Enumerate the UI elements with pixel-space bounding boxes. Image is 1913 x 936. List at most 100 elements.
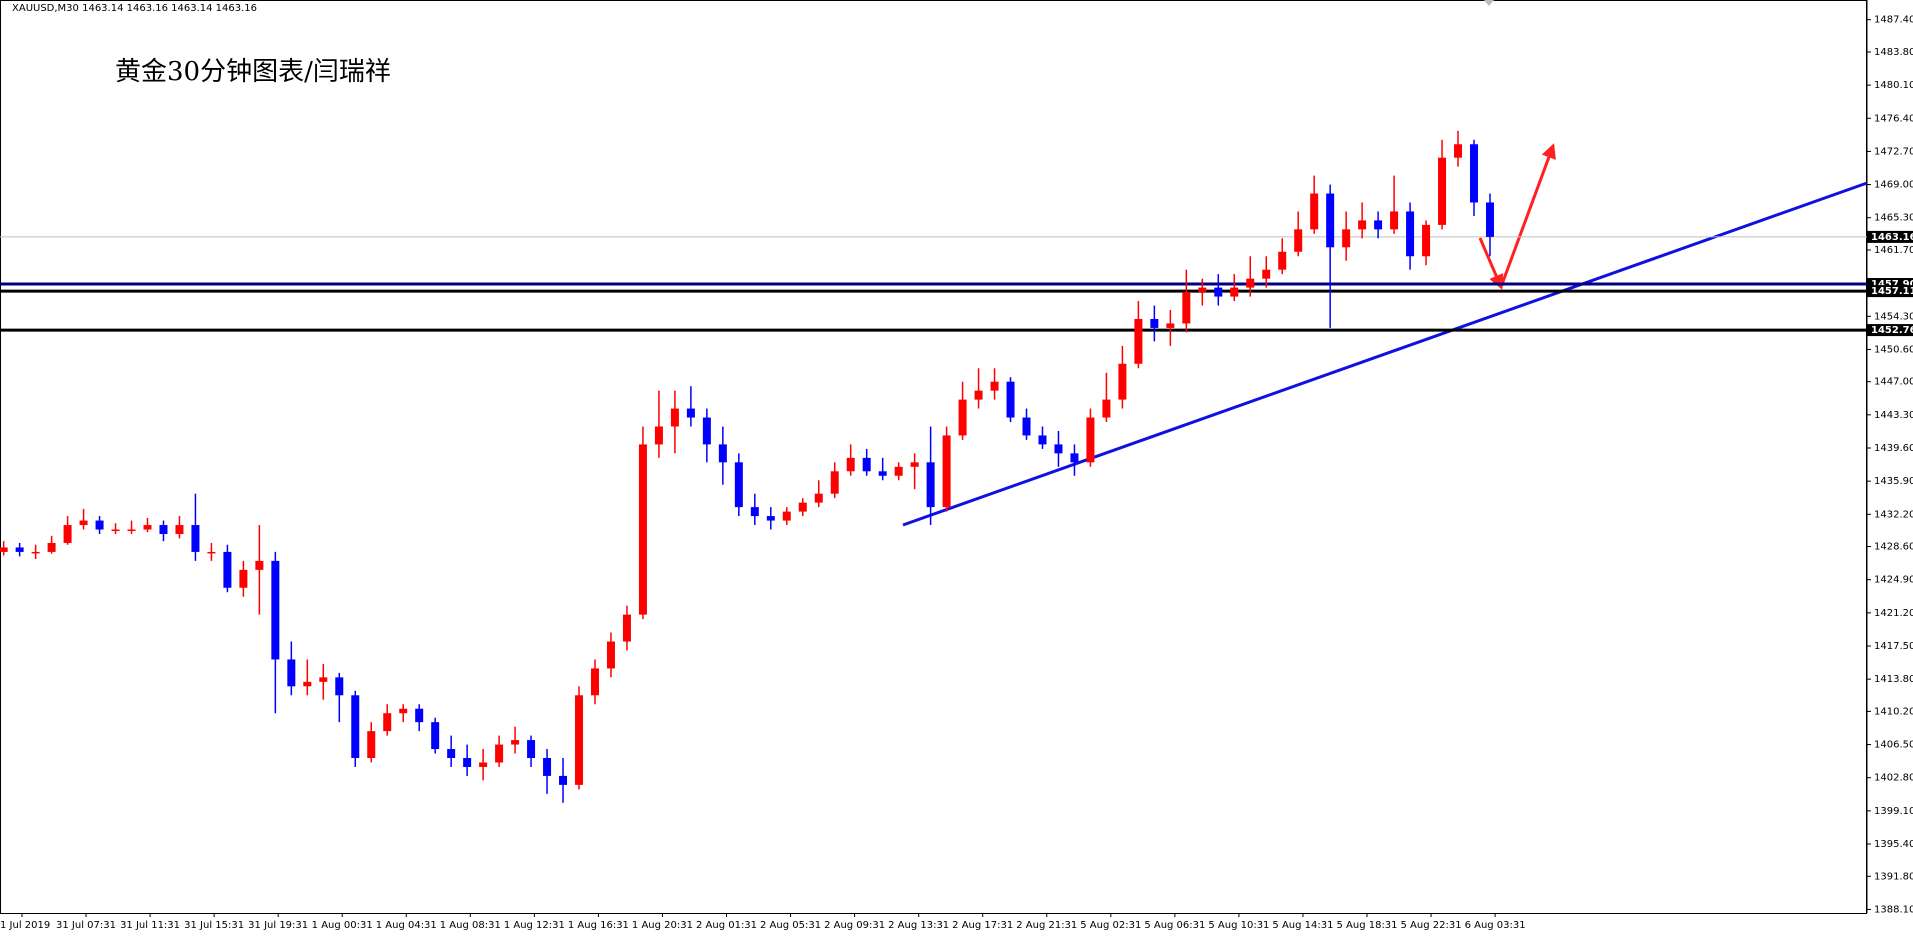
y-tick-label: 1424.90: [1874, 575, 1913, 586]
y-tick-label: 1406.50: [1874, 740, 1913, 751]
candle-body: [1086, 417, 1095, 463]
candle-body: [670, 408, 679, 427]
candle-body: [0, 547, 8, 552]
candle-body: [15, 547, 24, 552]
candle-body: [319, 677, 328, 682]
candle-body: [79, 520, 88, 526]
current-price-label: 1463.16: [1871, 232, 1913, 243]
candle-body: [175, 525, 184, 535]
x-tick-label: 2 Aug 13:31: [888, 920, 949, 931]
chart-title: 黄金30分钟图表/闫瑞祥: [115, 57, 391, 87]
x-tick-label: 1 Aug 00:31: [312, 920, 373, 931]
candle-body: [958, 399, 967, 436]
candle-body: [559, 775, 568, 785]
candle-body: [495, 744, 504, 763]
y-tick-label: 1487.40: [1874, 15, 1913, 26]
y-tick-label: 1428.60: [1874, 542, 1913, 553]
candle-body: [1358, 220, 1367, 230]
candle-body: [1406, 211, 1415, 257]
candle-body: [1454, 144, 1463, 158]
y-tick-label: 1439.60: [1874, 443, 1913, 454]
level-label-box: [1867, 285, 1913, 298]
candle-body: [463, 757, 472, 767]
candle-body: [942, 435, 951, 508]
candle-body: [798, 502, 807, 512]
x-tick-label: 1 Aug 08:31: [440, 920, 501, 931]
y-tick-label: 1413.80: [1874, 674, 1913, 685]
candle-body: [191, 525, 200, 552]
x-tick-label: 31 Jul 19:31: [248, 920, 308, 931]
candle-body: [1230, 287, 1239, 297]
candle-body: [575, 695, 584, 785]
candle-body: [926, 462, 935, 508]
candle-body: [894, 466, 903, 476]
candle-body: [543, 757, 552, 776]
candle-body: [622, 614, 631, 642]
candle-body: [111, 529, 120, 532]
x-tick-label: 6 Aug 03:31: [1465, 920, 1526, 931]
scroll-marker: [1484, 0, 1494, 6]
candle-body: [878, 471, 887, 476]
y-tick-label: 1476.40: [1874, 113, 1913, 124]
x-tick-label: 5 Aug 18:31: [1336, 920, 1397, 931]
x-tick-label: 1 Aug 20:31: [632, 920, 693, 931]
candle-body: [31, 551, 40, 554]
x-tick-label: 1 Aug 12:31: [504, 920, 565, 931]
candle-body: [1182, 292, 1191, 324]
y-tick-label: 1469.00: [1874, 180, 1913, 191]
x-tick-label: 5 Aug 22:31: [1401, 920, 1462, 931]
trend-line: [902, 181, 1868, 527]
x-tick-label: 1 Aug 16:31: [568, 920, 629, 931]
candle-body: [814, 493, 823, 503]
candle-body: [686, 408, 695, 418]
candle-body: [399, 708, 408, 714]
candle-body: [447, 749, 456, 758]
x-tick-label: 2 Aug 17:31: [952, 920, 1013, 931]
candle-body: [1342, 229, 1351, 248]
candle-body: [159, 525, 168, 535]
x-tick-label: 2 Aug 09:31: [824, 920, 885, 931]
candle-body: [223, 551, 232, 588]
y-tick-label: 1443.30: [1874, 410, 1913, 421]
x-tick-label: 5 Aug 10:31: [1208, 920, 1269, 931]
y-tick-label: 1432.20: [1874, 509, 1913, 520]
plot-frame: [0, 0, 1867, 914]
current-price-label-box: [1867, 230, 1913, 243]
x-tick-label: 31 Jul 07:31: [56, 920, 116, 931]
arrow-down: [1478, 237, 1504, 290]
candle-body: [303, 681, 312, 687]
level-label: 1457.90: [1871, 279, 1913, 290]
x-tick-label: 2 Aug 05:31: [760, 920, 821, 931]
candle-body: [846, 457, 855, 472]
candle-body: [1262, 269, 1271, 279]
y-tick-label: 1410.20: [1874, 706, 1913, 717]
candle-body: [1326, 193, 1335, 248]
x-tick-label: 31 Jul 11:31: [120, 920, 180, 931]
candle-body: [910, 462, 919, 467]
candle-body: [974, 390, 983, 400]
x-tick-label: 1 Aug 04:31: [376, 920, 437, 931]
candle-body: [1246, 278, 1255, 288]
y-tick-label: 1454.30: [1874, 311, 1913, 322]
candle-body: [383, 713, 392, 732]
candle-body: [1390, 211, 1399, 230]
x-tick-label: 2 Aug 21:31: [1016, 920, 1077, 931]
candle-body: [1054, 444, 1063, 454]
candle-body: [1198, 287, 1207, 293]
candle-body: [271, 560, 280, 660]
x-tick-label: 31 Jul 2019: [0, 920, 50, 931]
x-tick-label: 2 Aug 01:31: [696, 920, 757, 931]
y-tick-label: 1465.30: [1874, 213, 1913, 224]
candle-body: [351, 695, 360, 758]
candle-body: [654, 426, 663, 445]
y-tick-label: 1421.20: [1874, 608, 1913, 619]
x-tick-label: 5 Aug 06:31: [1144, 920, 1205, 931]
level-label-box: [1867, 324, 1913, 337]
candle-body: [1422, 224, 1431, 257]
candle-body: [207, 551, 216, 554]
candle-body: [367, 731, 376, 758]
candle-body: [1038, 435, 1047, 445]
candle-body: [1470, 144, 1479, 203]
candle-body: [415, 708, 424, 723]
